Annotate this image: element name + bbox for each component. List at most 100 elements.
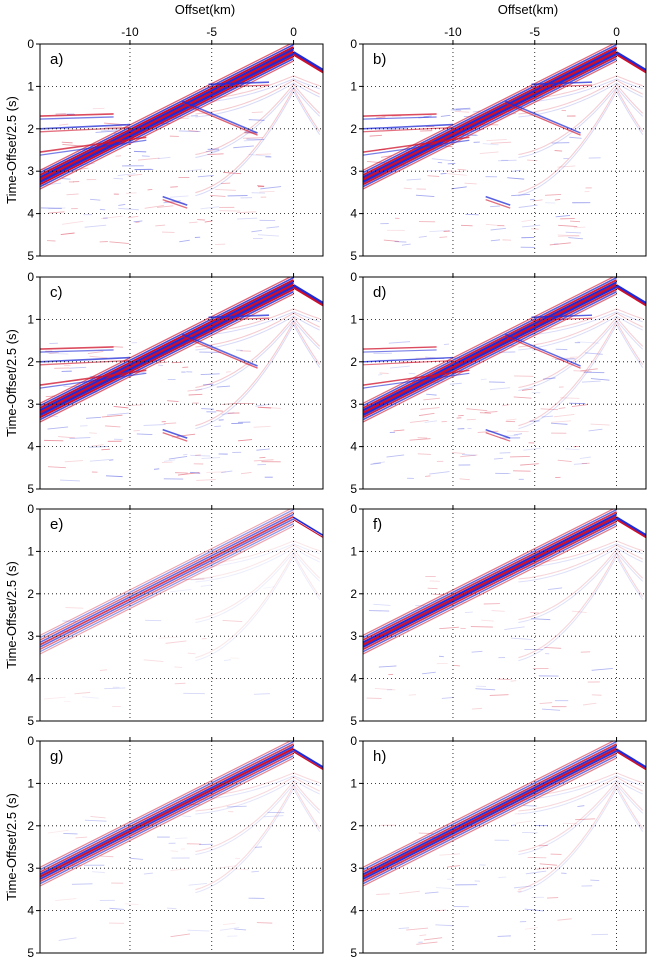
- panel-label: e): [50, 516, 63, 533]
- y-tick-label: 0: [27, 502, 34, 516]
- noise-event: [511, 825, 515, 826]
- y-tick-label: 5: [350, 946, 357, 960]
- y-tick-label: 5: [27, 482, 34, 496]
- noise-event: [498, 936, 511, 937]
- noise-event: [114, 178, 123, 179]
- y-axis-title: Time-Offset/2.5 (s): [4, 96, 19, 204]
- panel-label: b): [373, 51, 386, 68]
- noise-event: [216, 411, 223, 412]
- panel-label: f): [373, 516, 382, 533]
- panel-background: [363, 509, 646, 721]
- x-axis-title-right: Offset(km): [498, 2, 558, 17]
- y-axis-title: Time-Offset/2.5 (s): [4, 561, 19, 669]
- noise-event: [72, 884, 93, 885]
- noise-event: [257, 923, 272, 924]
- y-tick-label: 3: [27, 629, 34, 643]
- panel-label: c): [50, 284, 63, 301]
- y-tick-label: 1: [27, 312, 34, 326]
- noise-event: [256, 154, 271, 155]
- noise-event: [530, 199, 535, 200]
- noise-event: [101, 856, 114, 857]
- noise-event: [418, 454, 431, 455]
- noise-event: [257, 186, 264, 187]
- panel-label: d): [373, 284, 386, 301]
- y-tick-label: 2: [350, 819, 357, 833]
- y-tick-label: 4: [27, 440, 34, 454]
- x-tick-label: -5: [206, 25, 217, 39]
- noise-event: [197, 220, 205, 221]
- y-tick-label: 2: [27, 587, 34, 601]
- noise-event: [425, 476, 430, 477]
- y-tick-label: 4: [350, 440, 357, 454]
- noise-event: [498, 877, 506, 878]
- y-tick-label: 5: [350, 249, 357, 263]
- y-tick-label: 0: [350, 37, 357, 51]
- panel-background: [363, 741, 646, 953]
- y-tick-label: 0: [350, 502, 357, 516]
- y-tick-label: 5: [350, 714, 357, 728]
- y-tick-label: 5: [27, 946, 34, 960]
- noise-event: [252, 112, 263, 113]
- panel-background: [363, 44, 646, 256]
- panel-label: a): [50, 51, 63, 68]
- y-tick-label: 1: [27, 79, 34, 93]
- panel-e: 0 1 2 3 4 5 e) Time-Offset/2.5 (s): [4, 502, 323, 728]
- y-tick-label: 5: [27, 714, 34, 728]
- noise-event: [471, 627, 493, 628]
- y-tick-label: 4: [27, 672, 34, 686]
- noise-event: [497, 679, 511, 680]
- y-tick-label: 4: [350, 672, 357, 686]
- y-tick-label: 3: [27, 861, 34, 875]
- noise-event: [170, 851, 178, 852]
- y-tick-label: 1: [350, 312, 357, 326]
- y-tick-label: 5: [350, 482, 357, 496]
- noise-event: [206, 472, 226, 473]
- noise-event: [527, 160, 537, 161]
- panel-label: h): [373, 748, 386, 765]
- noise-event: [376, 894, 389, 895]
- noise-event: [135, 222, 139, 223]
- noise-event: [448, 163, 456, 164]
- noise-event: [409, 373, 416, 374]
- panel-background: [40, 44, 323, 256]
- panel-background: [40, 741, 323, 953]
- y-tick-label: 2: [350, 587, 357, 601]
- x-axis-title-left: Offset(km): [175, 2, 235, 17]
- y-tick-label: 3: [350, 164, 357, 178]
- x-tick-label: 0: [613, 25, 620, 39]
- noise-event: [555, 199, 560, 200]
- y-tick-label: 2: [27, 819, 34, 833]
- y-tick-label: 3: [27, 164, 34, 178]
- panel-d: 0 1 2 3 4 5 d): [350, 270, 646, 496]
- x-tick-label: 0: [290, 25, 297, 39]
- noise-event: [507, 431, 529, 432]
- noise-event: [570, 221, 580, 222]
- y-tick-label: 1: [27, 544, 34, 558]
- noise-event: [490, 206, 500, 207]
- y-tick-label: 1: [350, 776, 357, 790]
- noise-event: [547, 898, 558, 899]
- x-tick-label: -10: [444, 25, 462, 39]
- noise-event: [465, 612, 473, 613]
- y-axis-title: Time-Offset/2.5 (s): [4, 793, 19, 901]
- y-tick-label: 0: [350, 270, 357, 284]
- y-tick-label: 0: [27, 37, 34, 51]
- panel-label: g): [50, 748, 63, 765]
- noise-event: [182, 816, 191, 817]
- noise-event: [428, 588, 438, 589]
- panel-background: [40, 509, 323, 721]
- noise-event: [453, 665, 459, 666]
- y-tick-label: 1: [350, 544, 357, 558]
- y-tick-label: 3: [350, 397, 357, 411]
- noise-event: [510, 456, 530, 457]
- y-tick-label: 1: [350, 79, 357, 93]
- y-tick-label: 2: [350, 355, 357, 369]
- y-tick-label: 2: [27, 355, 34, 369]
